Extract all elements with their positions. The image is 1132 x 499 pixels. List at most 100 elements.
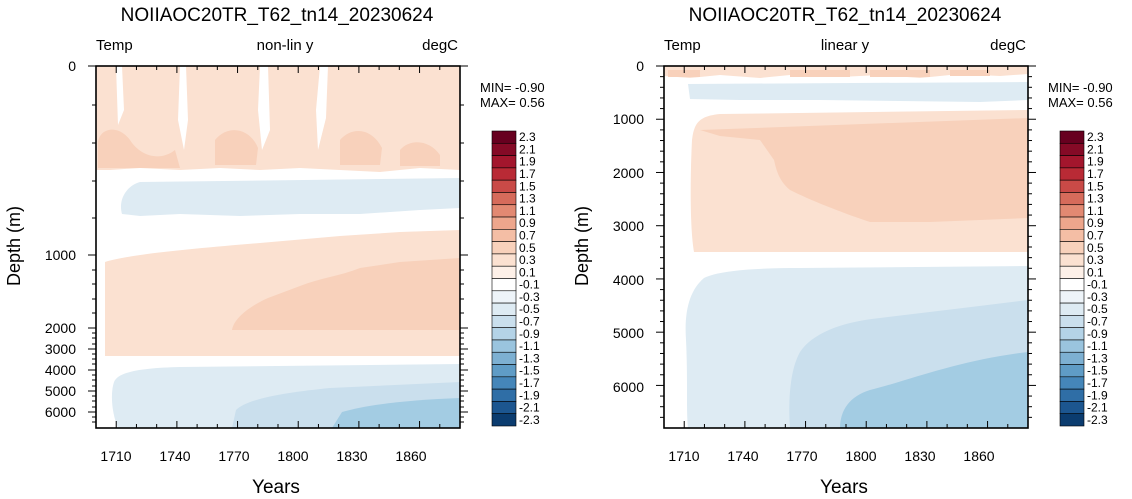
left-colorbar-label: -0.1	[519, 278, 540, 292]
left-middle-warm-core	[232, 258, 460, 330]
left-colorbar-label: -0.3	[519, 290, 540, 304]
right-colorbar-swatch	[1059, 229, 1085, 242]
left-upper-warm-core	[98, 129, 440, 168]
left-colorbar-label: 2.1	[519, 142, 536, 156]
right-y-tick-6000: 6000	[613, 379, 644, 395]
right-panel: NOIIAOC20TR_T62_tn14_20230624 Temp linea…	[572, 5, 1113, 498]
left-colorbar-swatch	[491, 315, 517, 328]
right-colorbar-swatch	[1059, 302, 1085, 316]
right-colorbar-swatch	[1059, 265, 1085, 279]
right-colorbar-swatch	[1059, 179, 1085, 193]
right-x-tick-1800: 1800	[845, 448, 876, 464]
right-colorbar-label: 2.3	[1087, 130, 1104, 144]
left-y-tick-0: 0	[68, 58, 76, 74]
right-surface-warm-core	[668, 70, 990, 77]
right-colorbar-label: 1.3	[1087, 192, 1104, 206]
right-y-tick-5000: 5000	[613, 325, 644, 341]
left-colorbar-label: 1.7	[519, 167, 536, 181]
left-colorbar-label: -2.1	[519, 401, 540, 415]
right-colorbar-swatch	[1059, 364, 1085, 378]
left-colorbar-label: -0.5	[519, 302, 540, 316]
left-colorbar-swatch	[491, 388, 517, 402]
left-colorbar-label: 1.9	[519, 155, 536, 169]
right-colorbar-label: -0.3	[1087, 290, 1108, 304]
left-colorbar-swatch	[491, 241, 517, 255]
right-colorbar-label: -0.9	[1087, 327, 1108, 341]
left-colorbar-swatch	[491, 253, 517, 267]
right-colorbar-label: 1.5	[1087, 179, 1104, 193]
left-y-tick-6000: 6000	[45, 404, 76, 420]
right-x-axis: 1710 1740 1770 1800 1830 1860	[668, 448, 994, 464]
left-colorbar-swatch	[491, 155, 517, 169]
right-x-axis-label: Years	[820, 477, 868, 498]
right-colorbar-swatch	[1059, 278, 1085, 292]
right-colorbar-label: 1.1	[1087, 204, 1104, 218]
right-colorbar-swatch	[1059, 413, 1085, 427]
right-colorbar-swatch	[1059, 401, 1085, 415]
left-y-tick-4000: 4000	[45, 362, 76, 378]
right-colorbar-label: -2.1	[1087, 401, 1108, 415]
right-colorbar-label: 0.5	[1087, 241, 1104, 255]
right-y-tick-3000: 3000	[613, 218, 644, 234]
right-colorbar-label: 0.3	[1087, 253, 1104, 267]
left-colorbar-label: -0.7	[519, 315, 540, 329]
left-colorbar-swatch	[491, 216, 517, 230]
left-y-tick-2000: 2000	[45, 320, 76, 336]
right-colorbar-swatch	[1059, 339, 1085, 353]
left-title: NOIIAOC20TR_T62_tn14_20230624	[121, 5, 434, 26]
left-colorbar-label: 1.3	[519, 192, 536, 206]
right-colorbar: 2.32.11.91.71.51.31.10.90.70.50.30.1-0.1…	[1059, 130, 1108, 427]
left-colorbar-swatch	[491, 376, 517, 390]
left-x-tick-1740: 1740	[159, 448, 190, 464]
left-colorbar: 2.32.11.91.71.51.31.10.90.70.50.30.1-0.1…	[491, 130, 540, 427]
right-colorbar-label: -2.3	[1087, 413, 1108, 427]
left-y-tick-1000: 1000	[45, 247, 76, 263]
left-x-tick-1800: 1800	[277, 448, 308, 464]
left-colorbar-label: -1.3	[519, 351, 540, 365]
right-colorbar-label: -1.7	[1087, 376, 1108, 390]
left-colorbar-swatch	[491, 179, 517, 193]
right-units-label: degC	[990, 37, 1026, 54]
right-contour-field	[664, 66, 1028, 428]
right-title: NOIIAOC20TR_T62_tn14_20230624	[689, 5, 1002, 26]
right-colorbar-swatch	[1059, 315, 1085, 328]
left-x-axis: 1710 1740 1770 1800 1830 1860	[100, 448, 426, 464]
right-x-tick-1830: 1830	[904, 448, 935, 464]
right-colorbar-label: 1.7	[1087, 167, 1104, 181]
left-panel: NOIIAOC20TR_T62_tn14_20230624 Temp non-l…	[4, 5, 545, 498]
left-colorbar-label: 1.5	[519, 179, 536, 193]
left-colorbar-swatch	[491, 142, 517, 156]
left-colorbar-label: 1.1	[519, 204, 536, 218]
left-min-text: MIN= -0.90	[480, 80, 545, 95]
axis-ticks	[88, 65, 1036, 428]
left-colorbar-swatch	[491, 339, 517, 353]
right-colorbar-label: 1.9	[1087, 155, 1104, 169]
left-colorbar-swatch	[491, 302, 517, 316]
left-colorbar-label: -1.7	[519, 376, 540, 390]
left-upper-cold-band	[120, 178, 460, 216]
right-colorbar-swatch	[1059, 253, 1085, 267]
left-colorbar-swatch	[491, 229, 517, 242]
right-max-text: MAX= 0.56	[1048, 95, 1113, 110]
right-colorbar-swatch	[1059, 204, 1085, 218]
right-y-tick-2000: 2000	[613, 165, 644, 181]
right-y-tick-4000: 4000	[613, 272, 644, 288]
right-colorbar-swatch	[1059, 290, 1085, 304]
left-temp-label: Temp	[96, 37, 133, 54]
left-colorbar-swatch	[491, 278, 517, 292]
left-colorbar-swatch	[491, 204, 517, 218]
right-y-tick-1000: 1000	[613, 111, 644, 127]
right-min-text: MIN= -0.90	[1048, 80, 1113, 95]
left-colorbar-label: 0.5	[519, 241, 536, 255]
left-y-axis: 0 1000 2000 3000 4000 5000 6000	[45, 58, 76, 420]
left-colorbar-label: -0.9	[519, 327, 540, 341]
colorbars: 2.32.11.91.71.51.31.10.90.70.50.30.1-0.1…	[491, 130, 1108, 427]
right-colorbar-label: -1.3	[1087, 351, 1108, 365]
right-colorbar-swatch	[1059, 216, 1085, 230]
left-colorbar-label: -1.1	[519, 339, 540, 353]
right-colorbar-label: -1.1	[1087, 339, 1108, 353]
right-x-tick-1710: 1710	[668, 448, 699, 464]
right-colorbar-label: -0.5	[1087, 302, 1108, 316]
right-colorbar-label: 2.1	[1087, 142, 1104, 156]
